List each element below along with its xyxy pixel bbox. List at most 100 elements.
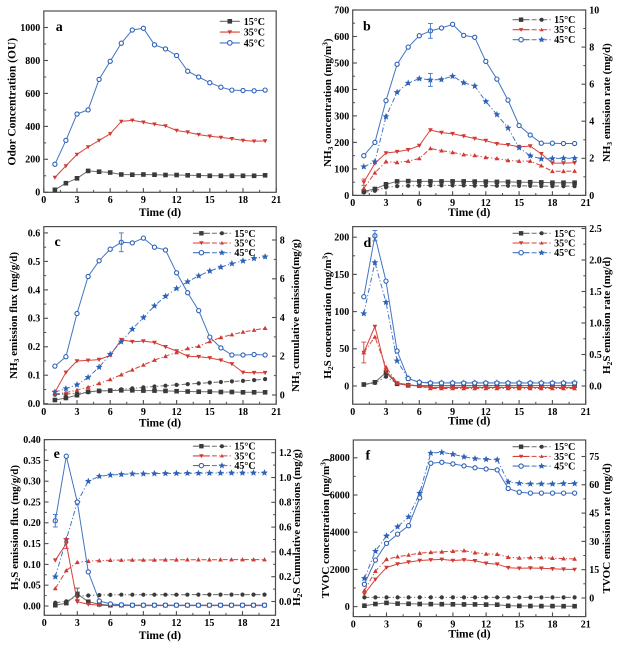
svg-text:6: 6 — [417, 619, 422, 630]
svg-text:18: 18 — [238, 407, 248, 418]
svg-text:18: 18 — [238, 618, 248, 629]
svg-text:10: 10 — [589, 5, 599, 16]
svg-text:0: 0 — [351, 619, 356, 630]
svg-text:45°C: 45°C — [234, 461, 255, 472]
svg-text:0: 0 — [280, 390, 285, 401]
svg-text:0.2: 0.2 — [28, 342, 41, 353]
svg-text:0: 0 — [35, 188, 40, 199]
svg-text:2: 2 — [280, 352, 285, 363]
svg-text:0: 0 — [41, 195, 46, 206]
svg-text:8000: 8000 — [330, 453, 350, 464]
svg-text:6000: 6000 — [330, 490, 350, 501]
svg-text:200: 200 — [25, 155, 40, 166]
svg-text:0.4: 0.4 — [28, 285, 41, 296]
svg-text:6: 6 — [280, 274, 285, 285]
svg-text:TVOC concentration (mg/m3): TVOC concentration (mg/m3) — [319, 458, 333, 598]
svg-text:45°C: 45°C — [244, 38, 265, 49]
svg-text:0.35: 0.35 — [23, 456, 41, 467]
svg-text:12: 12 — [171, 618, 181, 629]
svg-text:0: 0 — [42, 618, 47, 629]
svg-text:21: 21 — [271, 618, 281, 629]
svg-text:0.8: 0.8 — [279, 498, 292, 509]
svg-text:2.5: 2.5 — [589, 224, 602, 235]
svg-text:b: b — [363, 20, 371, 35]
svg-text:Time (d): Time (d) — [448, 416, 490, 428]
svg-text:150: 150 — [334, 270, 349, 281]
svg-text:3: 3 — [384, 407, 389, 418]
svg-text:35°C: 35°C — [234, 451, 255, 462]
svg-text:35°C: 35°C — [234, 239, 255, 250]
svg-text:1.0: 1.0 — [589, 318, 602, 329]
svg-text:21: 21 — [581, 198, 591, 209]
svg-text:15°C: 15°C — [244, 17, 265, 28]
svg-text:15: 15 — [589, 565, 599, 576]
svg-text:2000: 2000 — [330, 565, 350, 576]
svg-text:NH3 cumulative emissions(mg/g): NH3 cumulative emissions(mg/g) — [290, 239, 303, 392]
svg-text:H2S emission flux (mg/g/d): H2S emission flux (mg/g/d) — [9, 465, 22, 590]
svg-text:6: 6 — [108, 407, 113, 418]
svg-text:0.30: 0.30 — [23, 477, 41, 488]
svg-text:15: 15 — [205, 407, 215, 418]
svg-text:0.05: 0.05 — [23, 581, 41, 592]
svg-text:4: 4 — [280, 313, 285, 324]
svg-text:9: 9 — [450, 198, 455, 209]
svg-text:300: 300 — [334, 111, 349, 122]
svg-text:30: 30 — [589, 537, 599, 548]
svg-text:0.40: 0.40 — [23, 435, 41, 446]
svg-text:3: 3 — [384, 619, 389, 630]
svg-text:15: 15 — [514, 619, 524, 630]
svg-text:0: 0 — [589, 593, 594, 604]
svg-text:H2S concentration (mg/m3): H2S concentration (mg/m3) — [321, 252, 336, 379]
svg-text:12: 12 — [172, 407, 182, 418]
svg-text:3: 3 — [75, 195, 80, 206]
svg-text:2: 2 — [589, 154, 594, 165]
svg-text:Odor Concentration (OU): Odor Concentration (OU) — [7, 38, 19, 166]
svg-text:15: 15 — [514, 198, 524, 209]
svg-text:21: 21 — [271, 195, 281, 206]
svg-text:Time (d): Time (d) — [448, 629, 490, 641]
svg-text:18: 18 — [238, 195, 248, 206]
svg-text:15°C: 15°C — [234, 229, 255, 240]
svg-text:9: 9 — [141, 195, 146, 206]
svg-text:45°C: 45°C — [234, 248, 255, 259]
svg-text:0.0: 0.0 — [279, 597, 292, 608]
svg-text:0.20: 0.20 — [23, 518, 41, 529]
svg-text:15°C: 15°C — [554, 229, 575, 240]
svg-text:0.1: 0.1 — [28, 371, 41, 382]
svg-text:15: 15 — [514, 407, 524, 418]
svg-text:0: 0 — [350, 198, 355, 209]
svg-text:0: 0 — [41, 407, 46, 418]
svg-text:3: 3 — [384, 198, 389, 209]
svg-text:9: 9 — [141, 407, 146, 418]
svg-text:45°C: 45°C — [554, 462, 575, 473]
svg-text:35°C: 35°C — [554, 25, 575, 36]
svg-text:35°C: 35°C — [244, 28, 265, 39]
svg-text:6: 6 — [589, 80, 594, 91]
svg-text:TVOC emission rate (mg/d): TVOC emission rate (mg/d) — [601, 463, 613, 594]
svg-text:Time (d): Time (d) — [448, 207, 490, 219]
svg-text:c: c — [55, 235, 61, 250]
svg-text:0: 0 — [344, 191, 349, 202]
svg-text:200: 200 — [334, 138, 349, 149]
svg-text:0.0: 0.0 — [589, 381, 602, 392]
svg-text:2.0: 2.0 — [589, 255, 602, 266]
svg-text:8: 8 — [280, 235, 285, 246]
svg-text:NH3 emission rate (mg/d): NH3 emission rate (mg/d) — [601, 43, 614, 162]
svg-text:0.2: 0.2 — [279, 572, 292, 583]
svg-text:d: d — [364, 236, 372, 251]
svg-text:4000: 4000 — [330, 528, 350, 539]
svg-text:1.0: 1.0 — [279, 473, 292, 484]
svg-text:e: e — [54, 447, 60, 462]
svg-text:12: 12 — [481, 407, 491, 418]
svg-text:21: 21 — [581, 619, 591, 630]
svg-text:15: 15 — [205, 195, 215, 206]
svg-text:21: 21 — [271, 407, 281, 418]
svg-text:Time (d): Time (d) — [139, 630, 181, 642]
svg-text:50: 50 — [339, 344, 349, 355]
svg-text:1000: 1000 — [20, 23, 40, 34]
svg-text:3: 3 — [75, 407, 80, 418]
svg-text:800: 800 — [25, 56, 40, 67]
svg-text:15°C: 15°C — [554, 15, 575, 26]
svg-text:45°C: 45°C — [554, 35, 575, 46]
svg-text:0.25: 0.25 — [23, 497, 41, 508]
